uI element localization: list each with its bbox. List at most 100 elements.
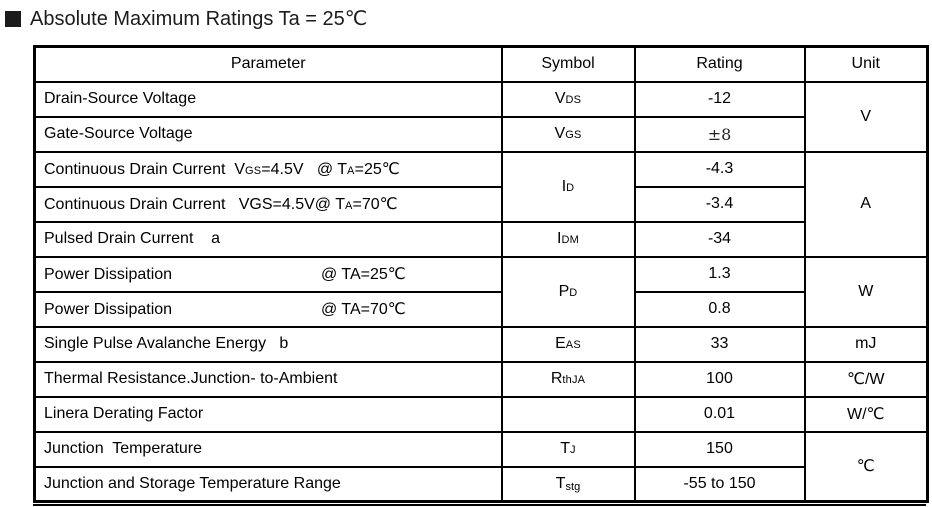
symbol-main: T [560, 440, 571, 457]
param-text: =25℃ [354, 161, 400, 178]
param-text: Drain-Source Voltage [44, 90, 197, 107]
symbol-cell: PD [500, 255, 636, 328]
param-cell: Drain-Source Voltage [33, 80, 503, 118]
param-text: Linera Derating Factor [44, 405, 204, 422]
symbol-cell: RthJA [500, 360, 636, 398]
param-subscript: A [344, 200, 353, 212]
symbol-cell: VDS [500, 80, 636, 118]
unit-cell: mJ [803, 325, 929, 363]
rating-cell: 33 [633, 325, 806, 363]
unit-cell: W [803, 255, 929, 328]
rating-cell: 1.3 [633, 255, 806, 293]
param-text: Continuous Drain Current VGS=4.5V@ T [44, 196, 345, 213]
param-subscript: GS [244, 165, 262, 177]
symbol-main: V [554, 125, 566, 142]
param-text: Gate-Source Voltage [44, 125, 193, 142]
symbol-cell: Tstg [500, 465, 636, 503]
section-title: Absolute Maximum Ratings Ta = 25℃ [5, 6, 367, 31]
param-cell: Thermal Resistance.Junction- to-Ambient [33, 360, 503, 398]
symbol-cell: EAS [500, 325, 636, 363]
row-continuous-drain-current-25c: Continuous Drain Current VGS=4.5V @ TA=2… [33, 150, 929, 258]
symbol-subscript: J [570, 444, 576, 456]
row-gate-source-voltage: Gate-Source Voltage VGS ±8 [33, 115, 928, 153]
param-text: Single Pulse Avalanche Energy b [44, 335, 289, 352]
row-storage-temperature-range: Junction and Storage Temperature Range T… [33, 465, 928, 503]
param-text: Thermal Resistance.Junction- to-Ambient [44, 370, 338, 387]
symbol-main: I [557, 230, 562, 247]
param-cell: Continuous Drain Current VGS=4.5V@ TA=70… [33, 185, 503, 223]
rating-cell: -3.4 [633, 185, 806, 223]
param-cell: Power Dissipation @ TA=25℃ [33, 255, 503, 293]
header-rating: Rating [633, 45, 806, 83]
rating-cell: ±8 [633, 115, 806, 153]
row-junction-temperature: Junction Temperature TJ 150 ℃ [33, 430, 929, 503]
symbol-subscript: D [566, 181, 575, 194]
param-cell: Gate-Source Voltage [33, 115, 503, 153]
param-cell: Continuous Drain Current VGS=4.5V @ TA=2… [33, 150, 503, 188]
param-cell: Power Dissipation @ TA=70℃ [33, 290, 503, 328]
row-power-dissipation-70c: Power Dissipation @ TA=70℃ 0.8 [33, 290, 928, 328]
rating-cell: -4.3 [633, 150, 806, 188]
row-power-dissipation-25c: Power Dissipation @ TA=25℃ PD 1.3 W [33, 255, 929, 328]
param-text: Power Dissipation [44, 301, 173, 318]
symbol-subscript: stg [565, 480, 581, 493]
symbol-main: I [561, 177, 567, 195]
symbol-subscript: thJA [562, 374, 586, 386]
unit-cell: ℃/W [803, 360, 929, 398]
row-thermal-resistance: Thermal Resistance.Junction- to-Ambient … [33, 360, 929, 398]
rating-cell: -55 to 150 [633, 465, 806, 503]
symbol-main: V [554, 90, 566, 107]
header-symbol: Symbol [500, 45, 636, 83]
section-bullet-icon [5, 10, 21, 27]
param-text: Junction Temperature [44, 440, 203, 457]
table-continuation-line [33, 504, 926, 506]
param-cell: Linera Derating Factor [33, 395, 503, 433]
symbol-cell: VGS [500, 115, 636, 153]
symbol-subscript: D [569, 286, 578, 299]
rating-cell: 150 [633, 430, 806, 468]
symbol-cell [500, 395, 636, 433]
param-cell: Junction and Storage Temperature Range [33, 465, 503, 503]
param-cell: Single Pulse Avalanche Energy b [33, 325, 503, 363]
param-text: Pulsed Drain Current a [44, 230, 221, 247]
param-text: Continuous Drain Current V [44, 161, 245, 178]
symbol-subscript: AS [565, 339, 581, 351]
param-condition: @ TA=25℃ [321, 266, 406, 283]
param-text: Power Dissipation [44, 266, 173, 283]
row-pulsed-drain-current: Pulsed Drain Current a IDM -34 [33, 220, 928, 258]
rating-cell: -12 [633, 80, 806, 118]
symbol-subscript: DM [561, 234, 579, 246]
rating-cell: 0.8 [633, 290, 806, 328]
param-text: Junction and Storage Temperature Range [44, 474, 341, 492]
row-single-pulse-avalanche-energy: Single Pulse Avalanche Energy b EAS 33 m… [33, 325, 929, 363]
absolute-maximum-ratings-table: Parameter Symbol Rating Unit Drain-Sourc… [33, 45, 929, 503]
symbol-subscript: GS [565, 129, 582, 141]
symbol-cell: IDM [500, 220, 636, 258]
param-cell: Pulsed Drain Current a [33, 220, 503, 258]
symbol-main: T [555, 474, 566, 492]
symbol-subscript: DS [565, 94, 582, 106]
symbol-cell: TJ [500, 430, 636, 468]
param-subscript: A [347, 165, 355, 177]
section-title-text: Absolute Maximum Ratings Ta = 25℃ [30, 8, 368, 30]
symbol-main: R [550, 370, 563, 387]
param-text: =70℃ [352, 196, 398, 213]
header-unit: Unit [803, 45, 929, 83]
unit-cell: V [803, 80, 929, 153]
symbol-main: E [555, 335, 566, 352]
rating-cell: 100 [633, 360, 806, 398]
symbol-cell: ID [500, 150, 636, 223]
rating-cell: 0.01 [633, 395, 806, 433]
param-text: =4.5V @ T [261, 161, 348, 178]
param-cell: Junction Temperature [33, 430, 503, 468]
row-continuous-drain-current-70c: Continuous Drain Current VGS=4.5V@ TA=70… [33, 185, 928, 223]
unit-cell: A [803, 150, 929, 258]
unit-cell: ℃ [803, 430, 929, 503]
symbol-main: P [558, 282, 570, 300]
unit-cell: W/℃ [803, 395, 929, 433]
header-parameter: Parameter [33, 45, 503, 83]
param-condition: @ TA=70℃ [321, 301, 406, 318]
row-linear-derating-factor: Linera Derating Factor 0.01 W/℃ [33, 395, 929, 433]
row-drain-source-voltage: Drain-Source Voltage VDS -12 V [33, 80, 929, 153]
